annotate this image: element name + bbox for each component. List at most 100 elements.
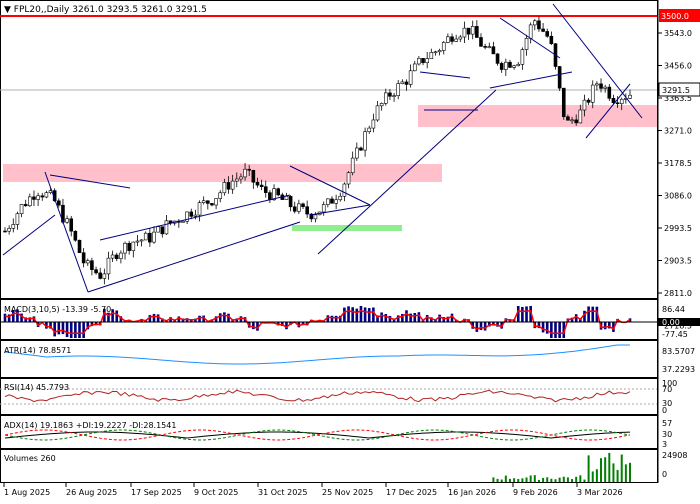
volume-bar [612, 463, 614, 482]
macd-bar [157, 314, 160, 322]
volume-bar [509, 479, 511, 482]
macd-bar [223, 312, 226, 322]
price-tick-label: 2811.0 [664, 289, 692, 298]
price-tick-label: 2903.5 [664, 257, 692, 266]
macd-bar [380, 312, 383, 322]
macd-bar [575, 314, 578, 322]
volume-bar [550, 479, 552, 482]
macd-bar [360, 306, 363, 322]
volume-bar [501, 479, 503, 482]
volume-bar [534, 475, 536, 482]
date-tick-label: 3 Mar 2026 [577, 488, 623, 497]
macd-bar [347, 306, 350, 322]
macd-bar [372, 308, 375, 322]
macd-bar [368, 308, 371, 322]
volume-bar [617, 470, 619, 482]
macd-tick: -77.45 [662, 330, 688, 339]
rsi-label: RSI(14) 45.7793 [4, 383, 69, 392]
volume-bar [629, 463, 631, 482]
macd-bar [356, 309, 359, 322]
demand-zone [292, 225, 402, 231]
rsi-tick: 70 [662, 385, 672, 394]
volume-bar [625, 464, 627, 482]
candle [562, 88, 565, 120]
macd-bar [62, 322, 65, 334]
date-axis: 1 Aug 2025 26 Aug 2025 17 Sep 2025 9 Oct 20… [4, 483, 623, 497]
adx-tick: 30 [662, 430, 672, 439]
macd-bar [364, 307, 367, 322]
price-tick-label: 3543.0 [664, 29, 692, 38]
chart-title: ▼ FPL20,,Daily 3261.0 3293.5 3261.0 3291… [4, 5, 207, 15]
volume-bar [588, 455, 590, 482]
date-tick-label: 9 Feb 2026 [513, 488, 558, 497]
atr-tick: 37.2293 [662, 365, 695, 374]
volume-bar [538, 480, 540, 482]
macd-bar [484, 322, 487, 331]
volume-bar [600, 458, 602, 482]
macd-bar [476, 322, 479, 332]
macd-bar [219, 313, 222, 322]
ohlc-values: 3261.0 3293.5 3261.0 3291.5 [72, 5, 207, 15]
volume-bar [559, 478, 561, 482]
current-price-label: 3291.5 [662, 86, 690, 95]
macd-bar [591, 307, 594, 322]
macd-tick: 86.44 [662, 305, 685, 314]
candle [277, 188, 280, 197]
macd-bar [587, 306, 590, 322]
macd-bar [58, 322, 61, 334]
macd-bar [78, 322, 81, 338]
macd-bar [53, 322, 56, 336]
volume-bar [554, 479, 556, 482]
main-price-panel[interactable] [1, 1, 658, 299]
volume-bar [492, 477, 494, 482]
macd-label: MACD(3,10,5) -13.39 -5.70 [4, 305, 111, 314]
resistance-zone [3, 164, 442, 182]
date-tick-label: 26 Aug 2025 [66, 488, 117, 497]
macd-current-label: 0.00 [662, 318, 680, 327]
atr-label: ATR(14) 78.8571 [4, 346, 71, 355]
symbol-timeframe: FPL20,,Daily [14, 5, 70, 15]
price-tick-label: 3271.0 [664, 127, 692, 136]
date-tick-label: 17 Dec 2025 [386, 488, 437, 497]
macd-bar [413, 313, 416, 322]
macd-bar [66, 322, 69, 337]
macd-bar [153, 314, 156, 322]
macd-bar [4, 314, 7, 322]
volume-bar [517, 479, 519, 482]
macd-bar [70, 322, 73, 338]
date-tick-label: 25 Nov 2025 [322, 488, 373, 497]
volume-bar [526, 477, 528, 482]
date-tick-label: 9 Oct 2025 [194, 488, 238, 497]
macd-bar [480, 322, 483, 330]
macd-bar [558, 322, 561, 338]
date-tick-label: 1 Aug 2025 [4, 488, 50, 497]
macd-bar [351, 307, 354, 322]
macd-bar [240, 316, 243, 322]
date-tick-label: 31 Oct 2025 [258, 488, 307, 497]
price-axis: 3543.03456.03363.53271.03178.53086.02993… [658, 29, 692, 331]
volumes-label: Volumes 260 [4, 454, 56, 463]
price-tick-label: 2993.5 [664, 224, 692, 233]
atr-tick: 83.5707 [662, 347, 695, 356]
date-tick-label: 17 Sep 2025 [131, 488, 182, 497]
volume-bar [542, 478, 544, 482]
volume-bar [521, 478, 523, 482]
volume-tick: 0 [662, 470, 667, 479]
price-tick-label: 3086.0 [664, 192, 692, 201]
macd-bar [111, 309, 114, 322]
macd-bar [525, 306, 528, 322]
macd-bar [550, 322, 553, 338]
volume-bar [567, 477, 569, 482]
macd-bar [554, 322, 557, 338]
macd-bar [405, 310, 408, 322]
rsi-tick: 0 [662, 406, 667, 415]
candle [558, 66, 561, 91]
volume-panel[interactable] [1, 450, 658, 483]
macd-bar [521, 307, 524, 322]
macd-bar [542, 322, 545, 332]
volume-tick: 24908 [662, 451, 687, 460]
macd-bar [252, 322, 255, 329]
macd-bar [74, 322, 77, 338]
